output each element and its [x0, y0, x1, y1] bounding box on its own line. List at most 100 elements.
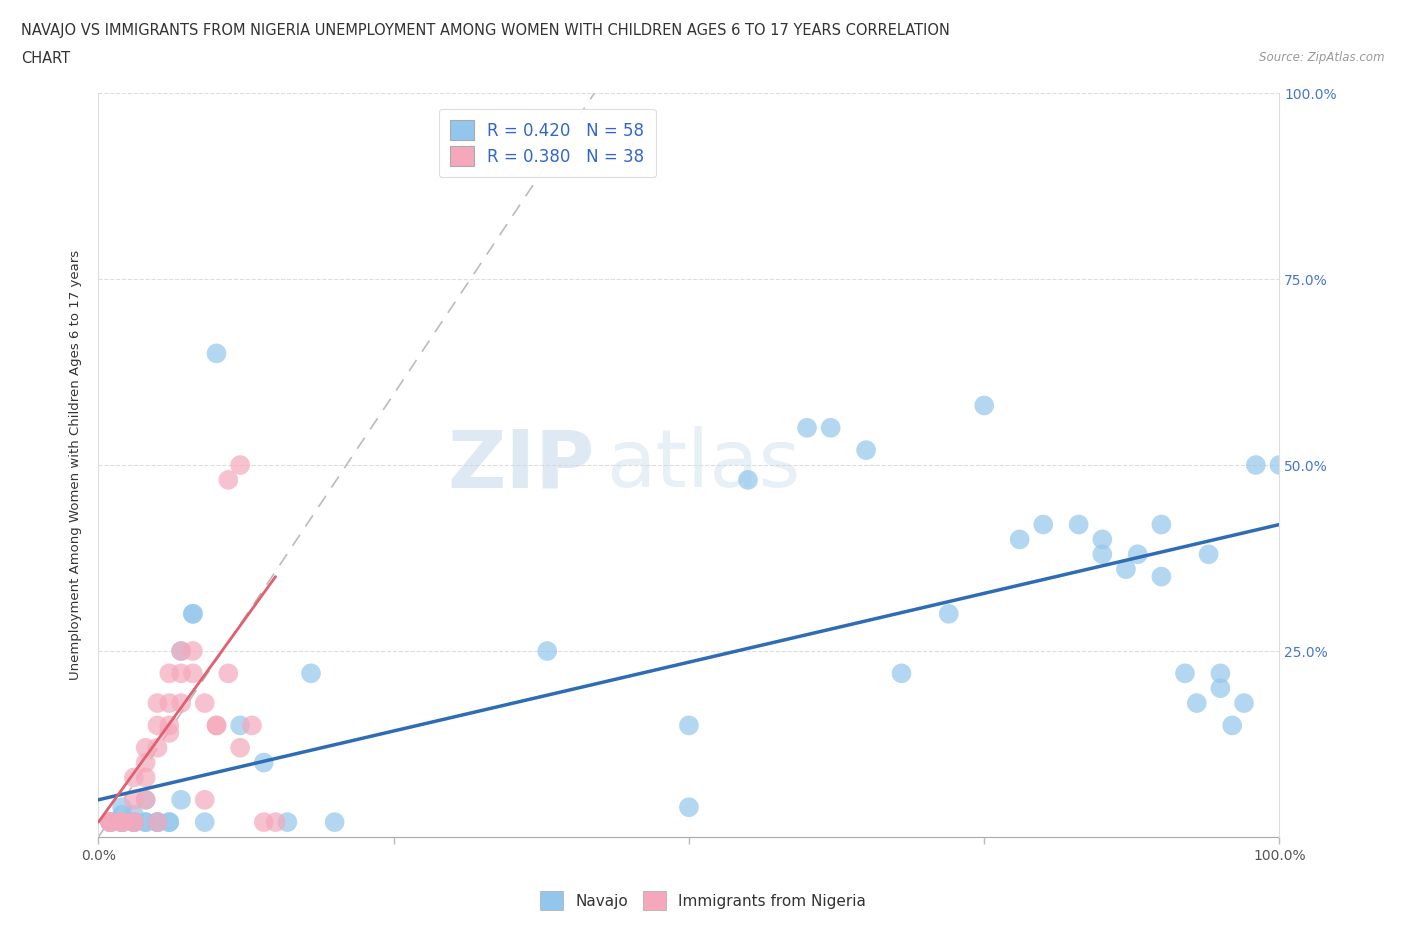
Point — [1126, 547, 1149, 562]
Point — [157, 815, 180, 830]
Point — [194, 792, 217, 807]
Point — [122, 807, 145, 822]
Text: NAVAJO VS IMMIGRANTS FROM NIGERIA UNEMPLOYMENT AMONG WOMEN WITH CHILDREN AGES 6 : NAVAJO VS IMMIGRANTS FROM NIGERIA UNEMPL… — [21, 23, 950, 38]
Point — [181, 644, 204, 658]
Point — [240, 718, 263, 733]
Point — [146, 696, 169, 711]
Point — [170, 666, 193, 681]
Point — [1209, 681, 1232, 696]
Point — [276, 815, 298, 830]
Text: Source: ZipAtlas.com: Source: ZipAtlas.com — [1260, 51, 1385, 64]
Point — [146, 815, 169, 830]
Point — [98, 815, 121, 830]
Point — [229, 458, 252, 472]
Point — [678, 718, 700, 733]
Point — [229, 740, 252, 755]
Point — [157, 666, 180, 681]
Point — [122, 815, 145, 830]
Legend: R = 0.420   N = 58, R = 0.380   N = 38: R = 0.420 N = 58, R = 0.380 N = 38 — [439, 109, 655, 178]
Point — [194, 815, 217, 830]
Point — [1198, 547, 1220, 562]
Point — [1150, 517, 1173, 532]
Point — [253, 755, 276, 770]
Point — [146, 718, 169, 733]
Point — [1091, 532, 1114, 547]
Point — [938, 606, 960, 621]
Point — [111, 807, 134, 822]
Point — [135, 755, 157, 770]
Point — [111, 815, 134, 830]
Point — [253, 815, 276, 830]
Point — [973, 398, 995, 413]
Point — [181, 666, 204, 681]
Point — [98, 815, 121, 830]
Point — [536, 644, 558, 658]
Point — [170, 644, 193, 658]
Point — [1185, 696, 1208, 711]
Point — [299, 666, 322, 681]
Point — [855, 443, 877, 458]
Point — [146, 815, 169, 830]
Point — [1115, 562, 1137, 577]
Point — [98, 815, 121, 830]
Point — [135, 770, 157, 785]
Point — [170, 792, 193, 807]
Point — [181, 606, 204, 621]
Point — [135, 792, 157, 807]
Point — [98, 815, 121, 830]
Point — [217, 666, 239, 681]
Point — [111, 815, 134, 830]
Point — [157, 718, 180, 733]
Point — [135, 740, 157, 755]
Legend: Navajo, Immigrants from Nigeria: Navajo, Immigrants from Nigeria — [533, 884, 873, 918]
Point — [796, 420, 818, 435]
Point — [146, 815, 169, 830]
Point — [1150, 569, 1173, 584]
Point — [170, 644, 193, 658]
Point — [111, 815, 134, 830]
Point — [146, 740, 169, 755]
Point — [1008, 532, 1031, 547]
Point — [194, 696, 217, 711]
Point — [122, 815, 145, 830]
Point — [678, 800, 700, 815]
Point — [1032, 517, 1054, 532]
Point — [122, 815, 145, 830]
Point — [1174, 666, 1197, 681]
Point — [205, 718, 228, 733]
Point — [135, 815, 157, 830]
Point — [820, 420, 842, 435]
Point — [323, 815, 346, 830]
Point — [157, 725, 180, 740]
Point — [111, 815, 134, 830]
Text: atlas: atlas — [606, 426, 800, 504]
Point — [1220, 718, 1243, 733]
Point — [122, 770, 145, 785]
Point — [98, 815, 121, 830]
Point — [205, 346, 228, 361]
Point — [1091, 547, 1114, 562]
Point — [111, 800, 134, 815]
Point — [217, 472, 239, 487]
Point — [1209, 666, 1232, 681]
Point — [170, 696, 193, 711]
Point — [111, 815, 134, 830]
Point — [122, 792, 145, 807]
Point — [1268, 458, 1291, 472]
Point — [135, 815, 157, 830]
Point — [1244, 458, 1267, 472]
Y-axis label: Unemployment Among Women with Children Ages 6 to 17 years: Unemployment Among Women with Children A… — [69, 250, 83, 680]
Point — [111, 815, 134, 830]
Point — [157, 815, 180, 830]
Point — [1233, 696, 1256, 711]
Point — [181, 606, 204, 621]
Point — [122, 815, 145, 830]
Point — [135, 792, 157, 807]
Point — [229, 718, 252, 733]
Point — [122, 815, 145, 830]
Point — [1067, 517, 1090, 532]
Point — [146, 815, 169, 830]
Point — [157, 696, 180, 711]
Point — [737, 472, 759, 487]
Point — [890, 666, 912, 681]
